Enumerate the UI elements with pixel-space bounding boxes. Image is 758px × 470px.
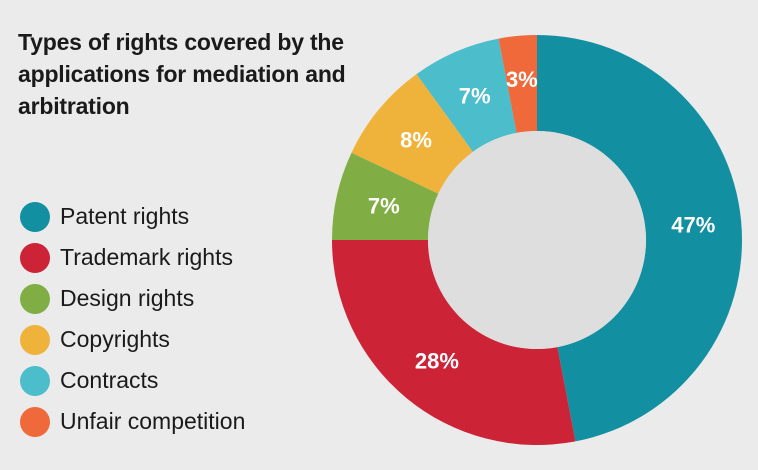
donut-hole xyxy=(428,131,646,349)
legend-label: Patent rights xyxy=(60,203,190,229)
slice-value-label: 3% xyxy=(506,67,538,92)
legend-item-trademark-rights: Trademark rights xyxy=(20,237,245,278)
legend-swatch xyxy=(20,283,50,314)
legend-item-patent-rights: Patent rights xyxy=(20,196,245,237)
legend-item-design-rights: Design rights xyxy=(20,278,245,319)
legend-label: Contracts xyxy=(60,367,159,393)
legend-item-contracts: Contracts xyxy=(20,360,245,401)
slice-patent-rights xyxy=(537,35,742,442)
legend-label: Trademark rights xyxy=(60,244,233,270)
slice-value-label: 8% xyxy=(400,127,432,152)
slice-design-rights xyxy=(332,152,439,240)
slice-value-label: 7% xyxy=(368,193,400,218)
slice-copyrights xyxy=(351,74,473,194)
legend: Patent rights Trademark rights Design ri… xyxy=(20,196,245,442)
slice-value-label: 47% xyxy=(671,213,715,238)
legend-swatch xyxy=(20,242,50,273)
legend-swatch xyxy=(20,201,50,232)
legend-swatch xyxy=(20,365,50,396)
legend-swatch xyxy=(20,406,50,437)
slice-trademark-rights xyxy=(332,240,576,446)
legend-swatch xyxy=(20,324,50,355)
slice-value-label: 7% xyxy=(459,83,491,108)
chart-title: Types of rights covered by the applicati… xyxy=(18,29,346,119)
legend-label: Unfair competition xyxy=(60,408,246,434)
legend-label: Copyrights xyxy=(60,326,170,352)
legend-item-copyrights: Copyrights xyxy=(20,319,245,360)
legend-item-unfair-competition: Unfair competition xyxy=(20,401,245,442)
slice-unfair-competition xyxy=(498,35,537,133)
legend-label: Design rights xyxy=(60,285,195,311)
slice-contracts xyxy=(416,38,517,152)
slice-value-label: 28% xyxy=(415,348,459,373)
